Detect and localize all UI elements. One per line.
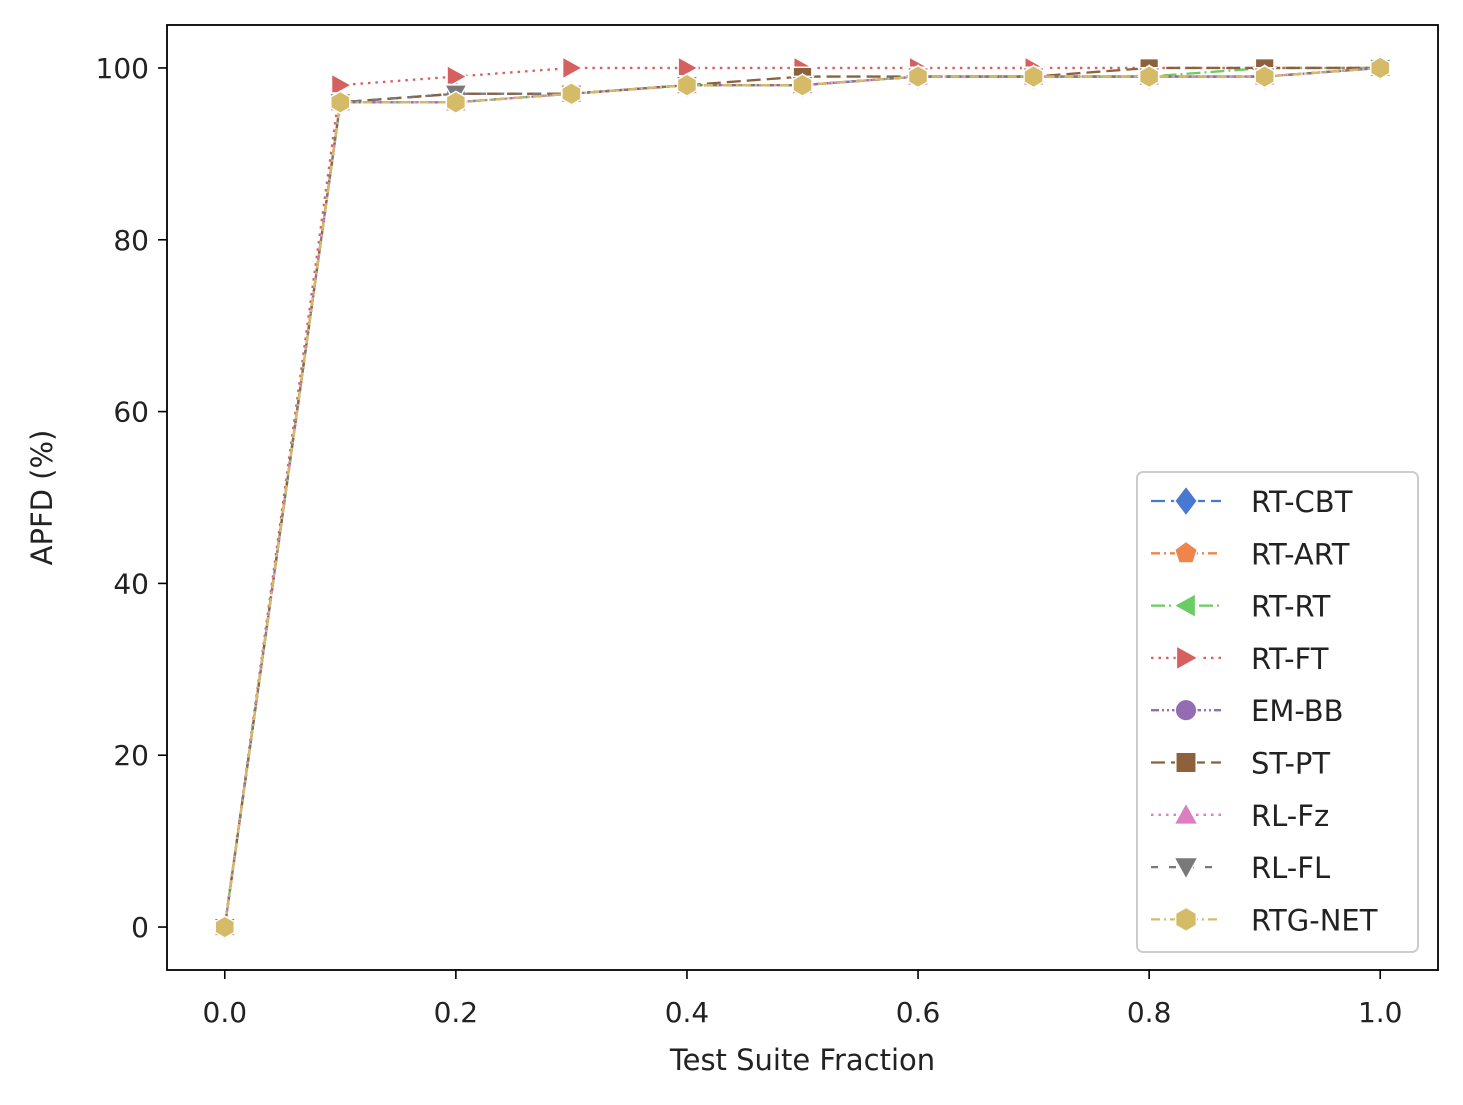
series-rtg-net	[214, 56, 1391, 939]
legend-item-rt-ft: RT-FT	[1151, 642, 1329, 676]
legend-marker	[1173, 540, 1199, 564]
data-point-rtg-net	[1023, 64, 1044, 89]
legend-label: RL-Fz	[1251, 799, 1329, 833]
data-point-rtg-net	[1254, 64, 1275, 89]
data-point-rt-ft	[330, 72, 353, 98]
legend-marker	[1172, 856, 1200, 881]
legend-item-rl-fl: RL-FL	[1151, 851, 1330, 885]
data-point-rtg-net	[330, 90, 351, 115]
legend-item-rt-rt: RT-RT	[1151, 590, 1331, 624]
legend-label: RT-CBT	[1251, 485, 1353, 519]
legend: RT-CBT RT-ART RT-RT RT-FT EM-BB ST-PT RL-Fz RL-…	[1136, 471, 1419, 953]
data-point-rtg-net	[214, 915, 236, 939]
legend-label: RT-RT	[1251, 590, 1331, 624]
legend-marker	[1172, 592, 1197, 619]
x-tick-label: 0.2	[434, 996, 479, 1029]
series-line-rl-fz	[223, 66, 1381, 928]
legend-box	[1136, 471, 1419, 953]
x-tick-label: 0.4	[665, 996, 710, 1029]
legend-label: RT-ART	[1251, 537, 1350, 571]
data-point-rtg-net	[1369, 56, 1391, 80]
data-point-rt-ft	[677, 55, 700, 81]
legend-marker	[1175, 644, 1200, 672]
y-tick-label: 0	[131, 911, 149, 944]
data-point-rt-ft	[561, 55, 584, 81]
data-point-rtg-net	[1138, 64, 1160, 89]
data-point-rtg-net	[792, 73, 813, 98]
series-line-st-pt	[223, 66, 1381, 928]
y-tick-label: 60	[113, 396, 149, 429]
legend-label: RT-FT	[1251, 642, 1329, 676]
legend-label: RL-FL	[1251, 851, 1330, 885]
x-tick-label: 0.8	[1127, 996, 1172, 1029]
legend-marker	[1172, 801, 1200, 826]
x-tick-label: 1.0	[1358, 996, 1403, 1029]
legend-item-rtg-net: RTG-NET	[1151, 903, 1378, 937]
data-point-rtg-net	[561, 81, 582, 106]
legend-label: EM-BB	[1251, 694, 1344, 728]
legend-item-st-pt: ST-PT	[1151, 747, 1330, 781]
data-point-rt-ft	[446, 64, 469, 89]
plot-frame	[166, 24, 1439, 971]
y-tick-label: 80	[113, 224, 149, 257]
legend-marker	[1174, 698, 1198, 722]
legend-marker	[1173, 484, 1199, 518]
legend-label: ST-PT	[1251, 747, 1330, 781]
series-line-rt-rt	[223, 66, 1381, 928]
legend-label: RTG-NET	[1251, 903, 1378, 937]
legend-marker	[1174, 906, 1198, 933]
data-point-rtg-net	[445, 90, 467, 115]
legend-item-rt-art: RT-ART	[1151, 537, 1350, 571]
data-point-rtg-net	[676, 73, 698, 98]
x-axis-label: Test Suite Fraction	[669, 1043, 935, 1077]
x-tick-label: 0.0	[203, 996, 248, 1029]
legend-item-em-bb: EM-BB	[1151, 694, 1344, 728]
y-tick-label: 20	[113, 739, 149, 772]
x-tick-label: 0.6	[896, 996, 941, 1029]
legend-marker	[1175, 751, 1197, 774]
legend-item-rl-fz: RL-Fz	[1151, 799, 1329, 833]
data-point-rtg-net	[907, 64, 929, 89]
plot-area	[212, 52, 1393, 943]
y-tick-label: 40	[113, 567, 149, 600]
legend-item-rt-cbt: RT-CBT	[1151, 484, 1353, 519]
axes: 0.0 0.2 0.4 0.6 0.8 1.0 0 20 40 60 80 100	[96, 52, 1403, 1029]
y-axis-label: APFD (%)	[25, 430, 59, 566]
y-tick-label: 100	[96, 52, 149, 85]
